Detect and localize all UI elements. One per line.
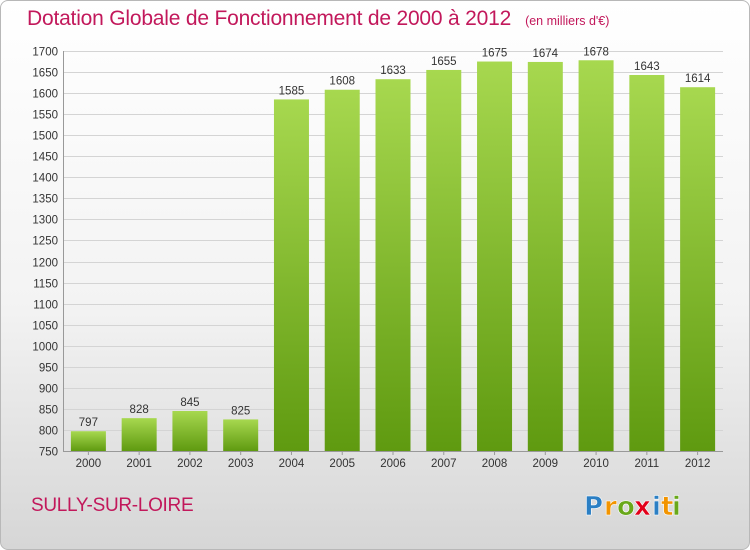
y-tick-label: 1700	[32, 47, 58, 59]
bar-value-label: 1614	[685, 73, 711, 85]
x-tick-label: 2005	[329, 458, 355, 470]
y-tick-label: 750	[39, 447, 58, 459]
x-tick-label: 2011	[634, 458, 659, 470]
bar	[70, 431, 106, 451]
bar	[477, 61, 513, 452]
x-tick-label: 2006	[380, 458, 406, 470]
bar-value-label: 1675	[482, 48, 508, 60]
y-tick-label: 1200	[32, 258, 58, 270]
bar-value-label: 825	[231, 405, 250, 417]
bar-value-label: 1674	[533, 48, 559, 60]
logo-letter: i	[652, 492, 661, 522]
y-tick-label: 1500	[32, 131, 58, 143]
y-tick-label: 1150	[33, 279, 58, 291]
y-tick-label: 850	[39, 405, 58, 417]
commune-name: SULLY-SUR-LOIRE	[31, 495, 194, 516]
y-tick-label: 1100	[33, 300, 58, 312]
x-tick-label: 2007	[431, 458, 457, 470]
y-tick-label: 1650	[32, 68, 58, 80]
y-tick-label: 900	[39, 384, 58, 396]
bar	[121, 418, 157, 451]
y-tick-label: 950	[39, 363, 58, 375]
x-tick-label: 2002	[177, 458, 203, 470]
bar-chart: 750 800 850 900 950 1000 1050 1100 1150 1200 1250 1…	[32, 46, 723, 470]
bar	[426, 69, 462, 452]
title-text: Dotation Globale de Fonctionnement de 20…	[27, 7, 512, 30]
logo-letter: t	[661, 492, 673, 522]
bar-value-label: 1678	[583, 46, 609, 58]
bar-value-label: 1585	[279, 85, 305, 97]
bar	[324, 89, 360, 451]
y-tick-label: 1600	[32, 89, 58, 101]
bar	[223, 419, 259, 451]
bar-value-label: 1655	[431, 56, 457, 68]
x-tick-label: 2008	[482, 458, 508, 470]
bar-value-label: 845	[180, 397, 199, 409]
bar	[172, 411, 208, 451]
x-tick-label: 2004	[279, 458, 305, 470]
bar	[578, 60, 614, 452]
bar	[629, 75, 665, 451]
y-tick-label: 800	[39, 426, 58, 438]
bar	[273, 99, 309, 451]
bar-value-label: 1608	[329, 76, 355, 88]
bar	[527, 61, 563, 452]
logo-letter: i	[672, 492, 681, 522]
y-tick-label: 1000	[32, 342, 58, 354]
logo-letter: x	[634, 492, 651, 522]
y-tick-label: 1300	[32, 215, 58, 227]
bar-value-label: 828	[130, 404, 149, 416]
x-tick-label: 2012	[685, 458, 711, 470]
bar	[680, 87, 716, 452]
y-tick-label: 1550	[32, 110, 58, 122]
bar	[375, 79, 411, 452]
logo-letter: P	[584, 492, 603, 522]
y-tick-label: 1350	[32, 194, 58, 206]
x-tick-label: 2001	[126, 458, 152, 470]
chart-title: Dotation Globale de Fonctionnement de 20…	[27, 7, 609, 31]
x-tick-label: 2009	[533, 458, 559, 470]
y-tick-label: 1450	[32, 152, 58, 164]
y-tick-label: 1400	[32, 173, 58, 185]
bar-value-label: 1633	[380, 65, 406, 77]
y-tick-label: 1250	[32, 236, 58, 248]
logo-letter: r	[604, 492, 617, 522]
bar-value-label: 1643	[634, 61, 660, 73]
unit-label: (en milliers d'€)	[525, 14, 610, 28]
y-tick-label: 1050	[32, 321, 58, 333]
x-tick-label: 2010	[583, 458, 609, 470]
bar-value-label: 797	[79, 417, 98, 429]
x-tick-label: 2003	[228, 458, 254, 470]
logo-letter: o	[617, 492, 635, 522]
x-tick-label: 2000	[76, 458, 102, 470]
